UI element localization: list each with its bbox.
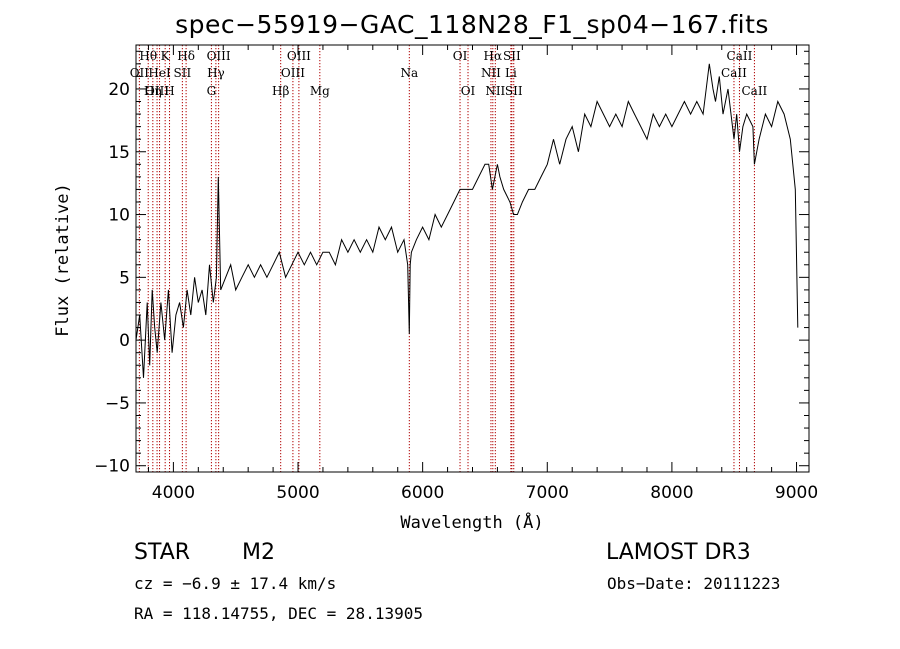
spectral-line-label: Hη bbox=[144, 84, 162, 98]
spectral-line-label: CaII bbox=[741, 84, 767, 98]
spectral-line-label: OIII bbox=[287, 49, 311, 63]
spectral-line-label: G bbox=[207, 84, 217, 98]
spectral-line-label: NII bbox=[481, 66, 501, 80]
x-tick-label: 5000 bbox=[276, 483, 319, 503]
survey-name: LAMOST DR3 bbox=[606, 540, 751, 565]
y-tick-label: 5 bbox=[119, 268, 130, 288]
spectral-line-label: OII bbox=[130, 66, 150, 80]
spectral-line-label: Hγ bbox=[207, 66, 225, 80]
spectral-line-label: Hθ bbox=[139, 49, 157, 63]
spectral-line-label: Hδ bbox=[177, 49, 195, 63]
spectral-line-label: NII bbox=[485, 84, 505, 98]
spectral-line-label: Hβ bbox=[272, 84, 289, 98]
y-tick-label: −5 bbox=[105, 394, 130, 414]
y-tick-label: 0 bbox=[119, 331, 130, 351]
redshift-cz: cz = −6.9 ± 17.4 km/s bbox=[134, 574, 337, 593]
x-axis-label: Wavelength (Å) bbox=[400, 511, 543, 533]
spectral-line-label: HeI bbox=[148, 66, 171, 80]
spectral-line-label: SII bbox=[503, 49, 521, 63]
spectral-line-label: OIII bbox=[145, 84, 169, 98]
spectral-line-label: SII bbox=[505, 84, 523, 98]
x-tick-label: 4000 bbox=[152, 483, 195, 503]
observation-date: Obs−Date: 20111223 bbox=[607, 574, 781, 593]
y-tick-label: 20 bbox=[108, 80, 130, 100]
y-axis-label: Flux (relative) bbox=[53, 183, 73, 337]
spectral-line-label: OI bbox=[461, 84, 476, 98]
spectral-line-label: SII bbox=[174, 66, 192, 80]
y-tick-label: 15 bbox=[108, 143, 130, 163]
spectral-line-label: Hα bbox=[484, 49, 503, 63]
plot-frame bbox=[135, 44, 810, 473]
spectral-line-label: OI bbox=[453, 49, 468, 63]
x-axis-ticks: 4000 5000 6000 7000 8000 9000 bbox=[147, 45, 818, 503]
spectral-line-label: Na bbox=[400, 66, 418, 80]
spectral-line-label: Li bbox=[505, 66, 517, 80]
spectral-line-label: Mg bbox=[310, 84, 330, 98]
x-tick-label: 6000 bbox=[401, 483, 444, 503]
ra-dec-coordinates: RA = 118.14755, DEC = 28.13905 bbox=[134, 604, 423, 623]
spectral-line-label: OIII bbox=[281, 66, 305, 80]
spectral-line-label: OIII bbox=[207, 49, 231, 63]
spectral-line-markers bbox=[138, 45, 755, 472]
y-tick-label: 10 bbox=[108, 206, 130, 226]
chart-title: spec−55919−GAC_118N28_F1_sp04−167.fits bbox=[175, 10, 769, 39]
spectral-line-label: CaII bbox=[721, 66, 747, 80]
spectrum-line bbox=[135, 63, 799, 378]
x-tick-label: 7000 bbox=[526, 483, 569, 503]
y-tick-label: −10 bbox=[94, 457, 130, 477]
y-axis-ticks: −10 −5 0 5 10 15 20 bbox=[94, 50, 809, 477]
spectral-line-label: CaII bbox=[727, 49, 753, 63]
spectral-line-label: H bbox=[164, 84, 174, 98]
spectral-line-label: K bbox=[161, 49, 171, 63]
x-tick-label: 8000 bbox=[650, 483, 693, 503]
object-class: M2 bbox=[242, 540, 275, 565]
x-tick-label: 9000 bbox=[775, 483, 818, 503]
object-type: STAR bbox=[134, 540, 191, 565]
